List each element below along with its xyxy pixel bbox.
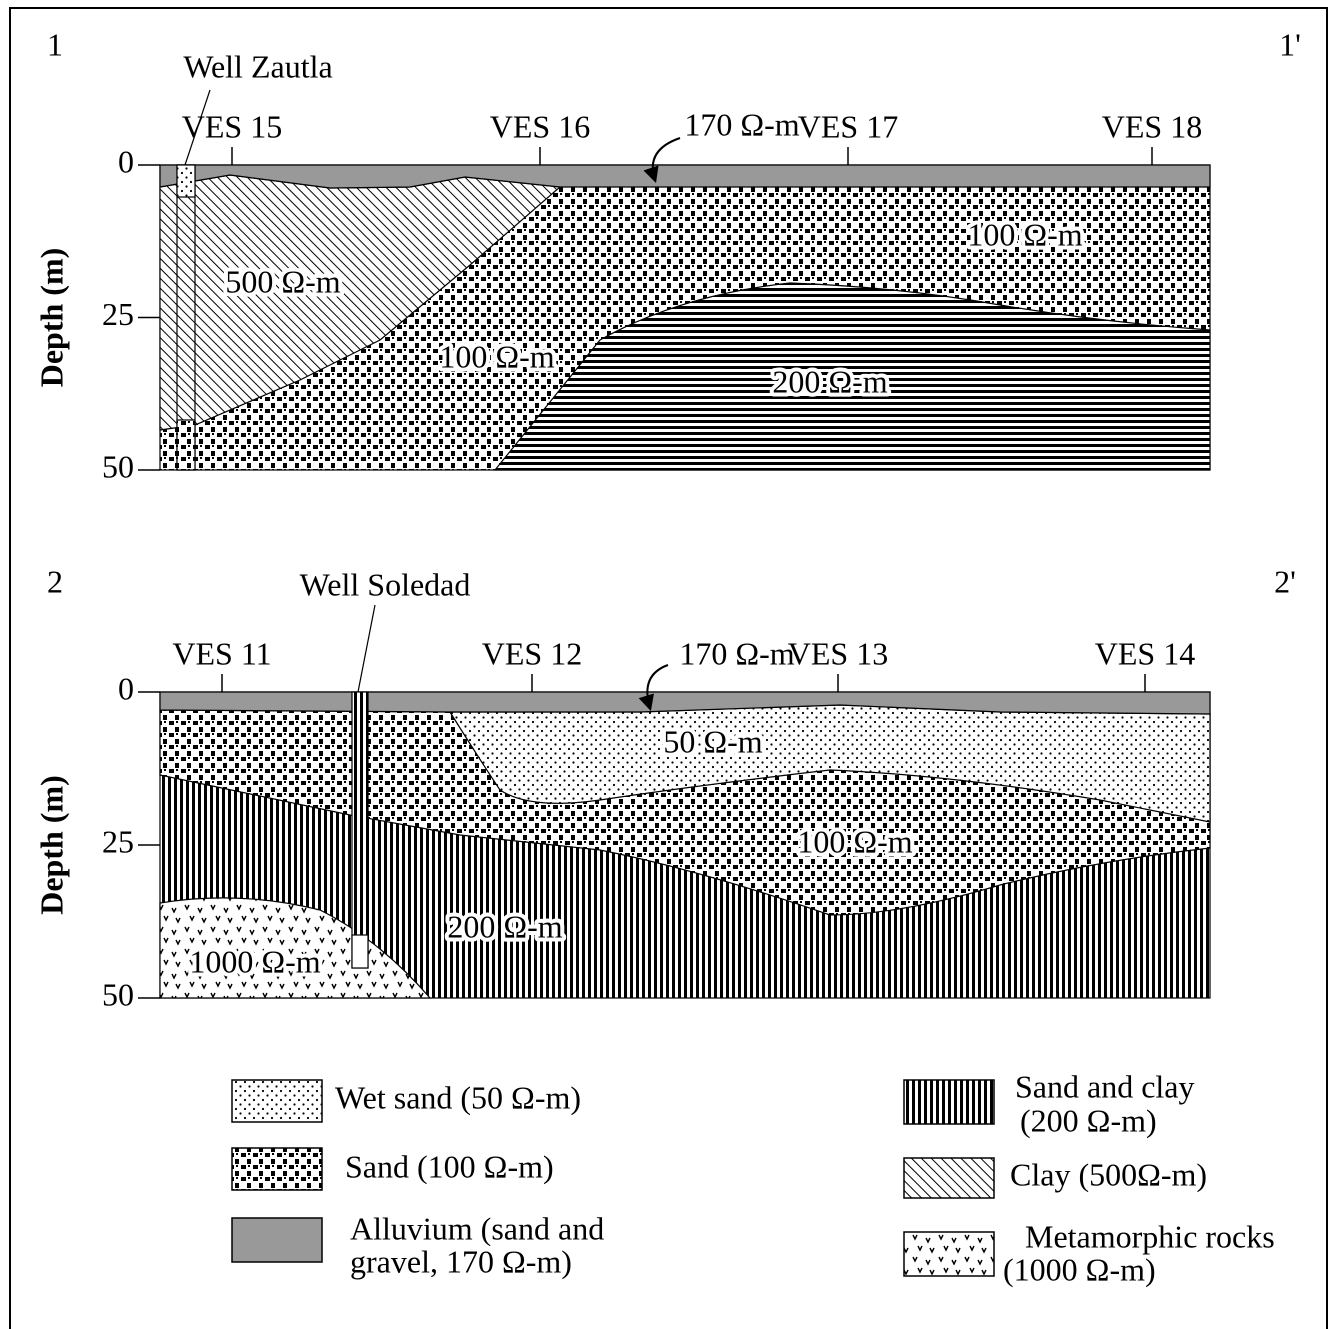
layer-label: 200 Ω-m	[447, 908, 562, 944]
y-tick-label: 0	[118, 143, 134, 179]
layer-label: 1000 Ω-m	[189, 943, 320, 979]
legend-label: (200 Ω-m)	[1020, 1102, 1157, 1138]
section-start-label: 2	[47, 563, 63, 599]
legend-label: Metamorphic rocks	[1025, 1218, 1275, 1254]
figure: 1 1' Well Zautla 170 Ω-m VES 15 VES 16 VES 17 V…	[0, 0, 1336, 1329]
layer-label: 100 Ω-m	[439, 338, 554, 374]
surface-label: 170 Ω-m	[684, 106, 799, 142]
y-axis-label: Depth (m)	[33, 248, 69, 388]
section-start-label: 1	[47, 26, 63, 62]
legend-label: Sand and clay	[1015, 1068, 1195, 1104]
station-label: VES 16	[490, 108, 590, 144]
well-label: Well Soledad	[300, 566, 471, 602]
y-tick-label: 25	[102, 823, 134, 859]
y-axis-label: Depth (m)	[33, 775, 69, 915]
y-tick-label: 50	[102, 448, 134, 484]
station-label: VES 17	[798, 108, 898, 144]
legend-label: Clay (500Ω-m)	[1010, 1156, 1207, 1192]
layer-label: 500 Ω-m	[225, 263, 340, 299]
legend-label: Alluvium (sand and	[350, 1210, 604, 1246]
station-label: VES 11	[172, 635, 271, 671]
y-tick-label: 25	[102, 296, 134, 332]
station-label: VES 15	[182, 108, 282, 144]
section-end-label: 2'	[1274, 563, 1296, 599]
legend-label: Sand (100 Ω-m)	[345, 1148, 554, 1184]
well-label: Well Zautla	[183, 48, 332, 84]
surface-label: 170 Ω-m	[679, 635, 794, 671]
layer-label: 100 Ω-m	[967, 216, 1082, 252]
station-label: VES 12	[482, 635, 582, 671]
layer-label: 50 Ω-m	[663, 723, 762, 759]
legend-label: (1000 Ω-m)	[1003, 1251, 1156, 1287]
layer-label: 100 Ω-m	[797, 823, 912, 859]
legend-label: Wet sand (50 Ω-m)	[335, 1079, 581, 1115]
layer-label: 200 Ω-m	[772, 363, 887, 399]
y-tick-label: 50	[102, 976, 134, 1012]
station-label: VES 18	[1102, 108, 1202, 144]
legend-label: gravel, 170 Ω-m)	[350, 1243, 572, 1279]
section-end-label: 1'	[1279, 26, 1301, 62]
station-label: VES 13	[788, 635, 888, 671]
y-tick-label: 0	[118, 670, 134, 706]
station-label: VES 14	[1095, 635, 1195, 671]
